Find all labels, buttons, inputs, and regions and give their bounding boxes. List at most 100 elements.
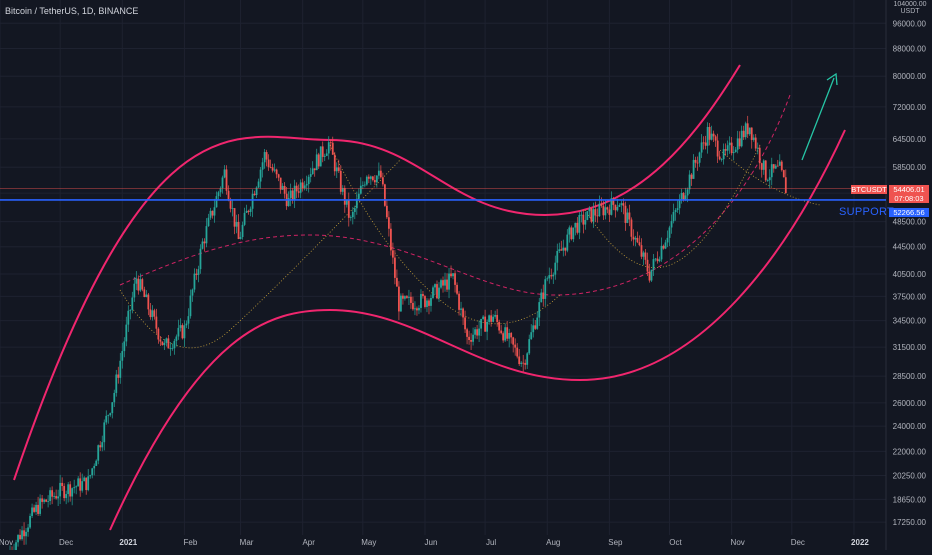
candle-body	[476, 329, 478, 336]
candle-body	[694, 159, 697, 163]
x-tick-label: 2021	[119, 538, 137, 547]
candle-body	[452, 273, 454, 277]
candle-body	[347, 199, 350, 218]
top-axis-label: 104000.00	[893, 1, 927, 8]
candle-body	[165, 338, 168, 343]
x-tick-label: Jun	[425, 538, 438, 547]
y-tick-label: 31500.00	[893, 343, 927, 352]
y-tick-label: 48500.00	[893, 218, 927, 227]
candle-body	[482, 316, 485, 319]
candle-body	[321, 146, 324, 157]
candle-body	[83, 477, 86, 482]
candle-body	[27, 527, 29, 532]
candle-body	[606, 207, 609, 210]
candle-body	[410, 296, 412, 303]
candle-body	[351, 211, 354, 218]
candle-body	[494, 314, 497, 317]
candle-body	[552, 274, 555, 277]
support-price-tag: 52266.56	[889, 208, 929, 217]
projection-arrow-shaft	[801, 77, 835, 161]
candle-body	[121, 351, 124, 361]
candle-body	[658, 259, 661, 262]
candle-body	[109, 413, 112, 416]
candle-body	[784, 177, 787, 194]
candle-body	[436, 284, 438, 299]
candle-body	[367, 176, 370, 179]
candle-body	[15, 542, 17, 552]
candle-body	[281, 185, 284, 190]
candle-body	[101, 442, 104, 448]
candle-body	[504, 327, 507, 341]
candle-body	[656, 258, 659, 262]
candle-body	[189, 295, 192, 317]
candle-body	[319, 146, 322, 167]
candle-body	[341, 188, 344, 192]
candle-body	[277, 174, 280, 178]
candle-body	[512, 337, 515, 345]
candle-body	[153, 310, 156, 317]
lower-channel-curve	[109, 129, 846, 531]
candle-body	[546, 278, 549, 280]
candle-body	[576, 222, 579, 233]
candle-body	[750, 127, 753, 140]
candle-body	[247, 210, 250, 212]
candle-body	[738, 138, 741, 147]
candle-body	[33, 507, 35, 512]
candle-body	[654, 258, 657, 260]
candle-body	[578, 215, 581, 233]
candle-body	[732, 152, 735, 154]
candle-body	[69, 484, 72, 497]
candle-body	[516, 347, 519, 357]
candle-body	[434, 284, 436, 288]
candle-body	[540, 292, 543, 303]
y-tick-label: 88000.00	[893, 45, 927, 54]
candle-body	[490, 315, 493, 322]
candle-body	[748, 127, 751, 135]
candle-body	[722, 149, 725, 160]
candle-body	[698, 152, 701, 163]
candle-body	[594, 209, 597, 216]
candle-body	[528, 339, 531, 354]
candle-body	[682, 192, 685, 200]
candle-body	[353, 208, 356, 212]
candle-body	[600, 203, 603, 206]
candle-body	[325, 153, 328, 156]
candle-body	[91, 468, 94, 476]
x-tick-label: Aug	[546, 538, 560, 547]
candle-body	[361, 185, 364, 186]
candle-body	[526, 353, 529, 365]
symbol-tag: BTCUSDT	[851, 185, 887, 194]
candle-body	[371, 176, 374, 181]
x-tick-label: Feb	[184, 538, 198, 547]
candle-body	[712, 133, 715, 137]
candle-body	[542, 292, 545, 299]
candle-body	[77, 478, 80, 487]
candle-body	[680, 192, 683, 200]
candle-body	[774, 165, 777, 169]
candle-body	[660, 245, 663, 260]
candle-body	[684, 195, 687, 200]
candle-body	[778, 161, 781, 166]
candle-body	[508, 333, 511, 339]
candle-body	[426, 300, 428, 307]
x-tick-label: Nov	[0, 538, 13, 547]
candle-body	[720, 159, 723, 160]
candle-body	[195, 273, 198, 275]
candle-body	[534, 325, 537, 329]
candle-body	[211, 210, 214, 216]
candle-body	[638, 242, 641, 246]
candle-body	[500, 330, 503, 334]
y-tick-label: 37500.00	[893, 292, 927, 301]
candle-body	[63, 486, 66, 499]
candle-body	[95, 460, 98, 466]
candle-body	[536, 317, 539, 329]
candle-body	[428, 300, 430, 306]
candle-body	[191, 289, 194, 296]
candle-body	[201, 241, 204, 249]
candle-body	[498, 321, 501, 331]
candle-body	[592, 209, 595, 222]
candle-body	[177, 327, 180, 337]
candle-body	[716, 140, 719, 157]
